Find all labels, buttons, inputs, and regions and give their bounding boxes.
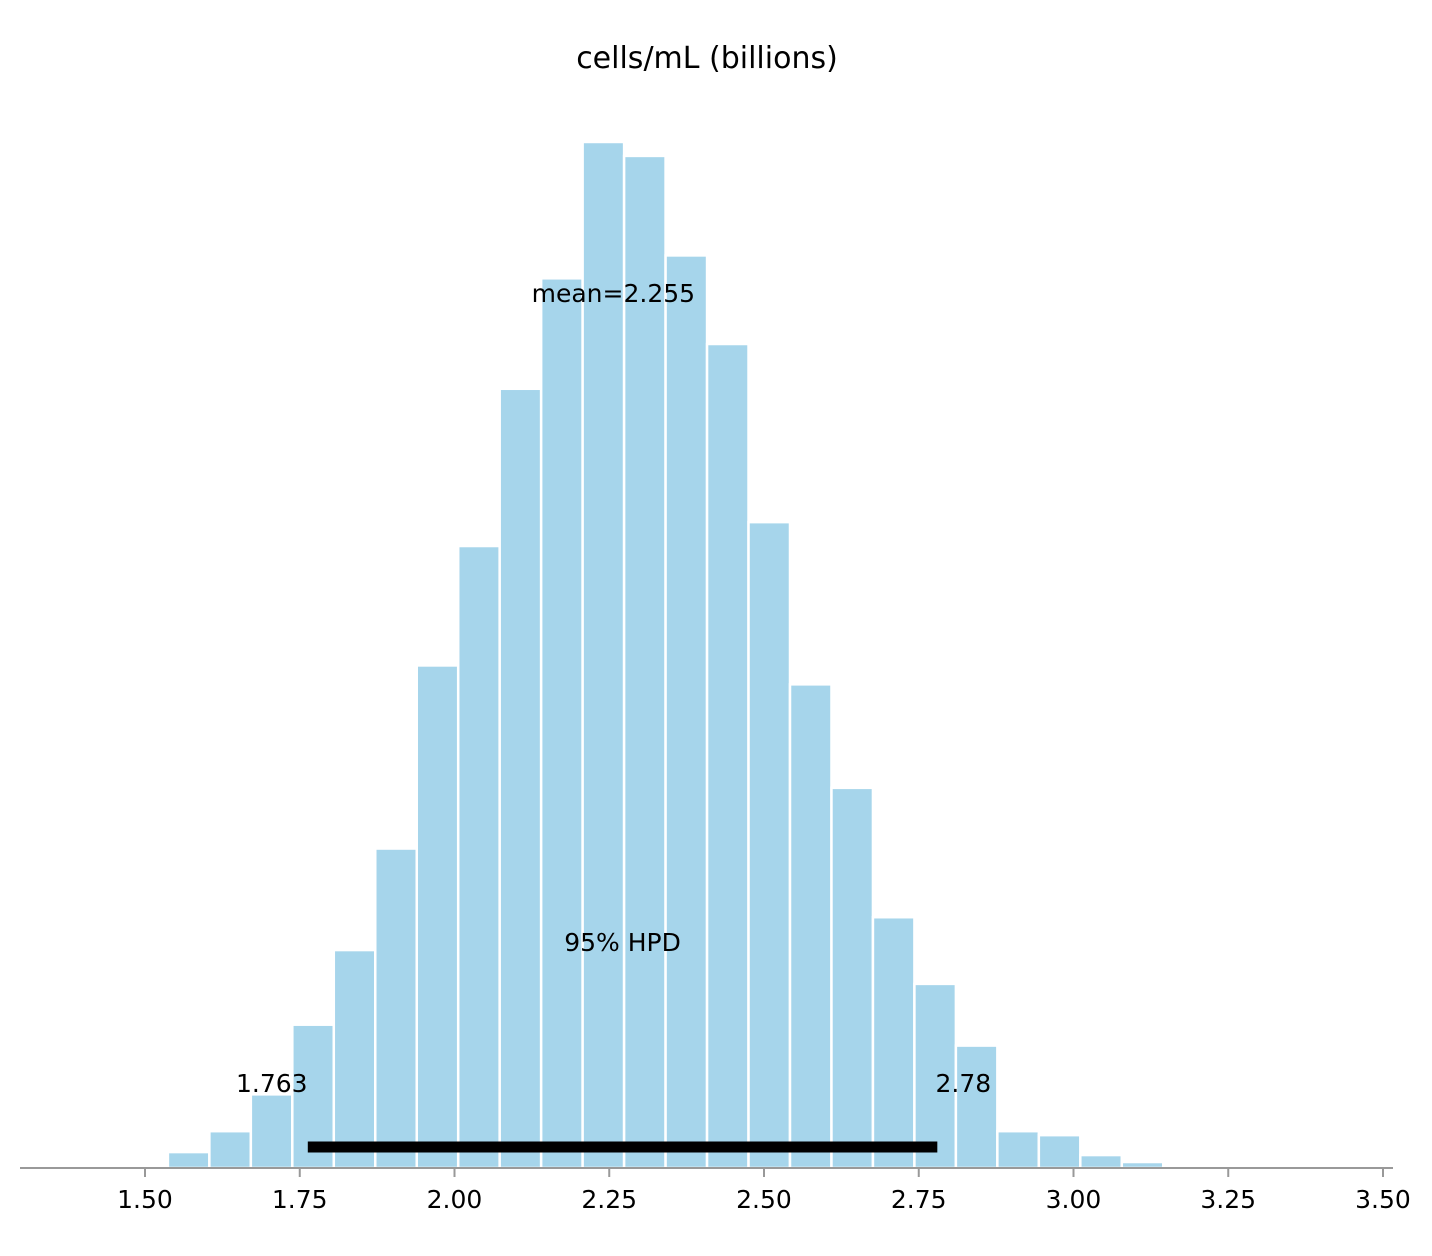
histogram-bar-6 xyxy=(415,664,460,1170)
histogram-bar-9 xyxy=(539,277,584,1170)
histogram-bar-19 xyxy=(954,1044,999,1170)
hpd-high-label: 2.78 xyxy=(935,1069,991,1098)
x-tick-label-1: 1.75 xyxy=(272,1185,328,1214)
x-tick-label-5: 2.75 xyxy=(891,1185,947,1214)
histogram-bar-4 xyxy=(332,948,377,1170)
histogram-bar-1 xyxy=(208,1129,253,1170)
x-tick-label-7: 3.25 xyxy=(1200,1185,1256,1214)
histogram-bar-22 xyxy=(1079,1153,1124,1170)
x-tick-label-0: 1.50 xyxy=(117,1185,173,1214)
histogram-bar-14 xyxy=(747,520,792,1170)
x-tick-label-6: 3.00 xyxy=(1046,1185,1102,1214)
mean-label: mean=2.255 xyxy=(532,279,695,308)
histogram-bar-10 xyxy=(581,140,626,1170)
histogram-bars xyxy=(166,140,1206,1170)
histogram-bar-18 xyxy=(913,982,958,1170)
histogram-bar-21 xyxy=(1037,1133,1082,1170)
hpd-low-label: 1.763 xyxy=(236,1069,308,1098)
histogram-bar-2 xyxy=(249,1093,294,1170)
histogram-bar-20 xyxy=(996,1129,1041,1170)
hpd-label: 95% HPD xyxy=(564,928,681,957)
histogram-bar-5 xyxy=(374,847,418,1170)
x-tick-label-4: 2.50 xyxy=(736,1185,792,1214)
histogram-bar-0 xyxy=(166,1150,211,1170)
x-tick-label-3: 2.25 xyxy=(581,1185,637,1214)
histogram-bar-7 xyxy=(456,544,501,1170)
histogram-bar-12 xyxy=(664,254,709,1170)
x-tick-label-2: 2.00 xyxy=(427,1185,483,1214)
histogram-bar-13 xyxy=(705,342,750,1170)
histogram-bar-16 xyxy=(830,786,875,1170)
histogram-bar-15 xyxy=(788,683,833,1170)
x-axis-ticks: 1.50 1.75 2.00 2.25 2.50 2.75 3.00 3.25 3.50 xyxy=(117,1168,1411,1214)
chart-title: cells/mL (billions) xyxy=(576,41,838,76)
histogram-bar-8 xyxy=(498,387,543,1170)
histogram-bar-17 xyxy=(871,915,916,1170)
x-tick-label-8: 3.50 xyxy=(1355,1185,1411,1214)
